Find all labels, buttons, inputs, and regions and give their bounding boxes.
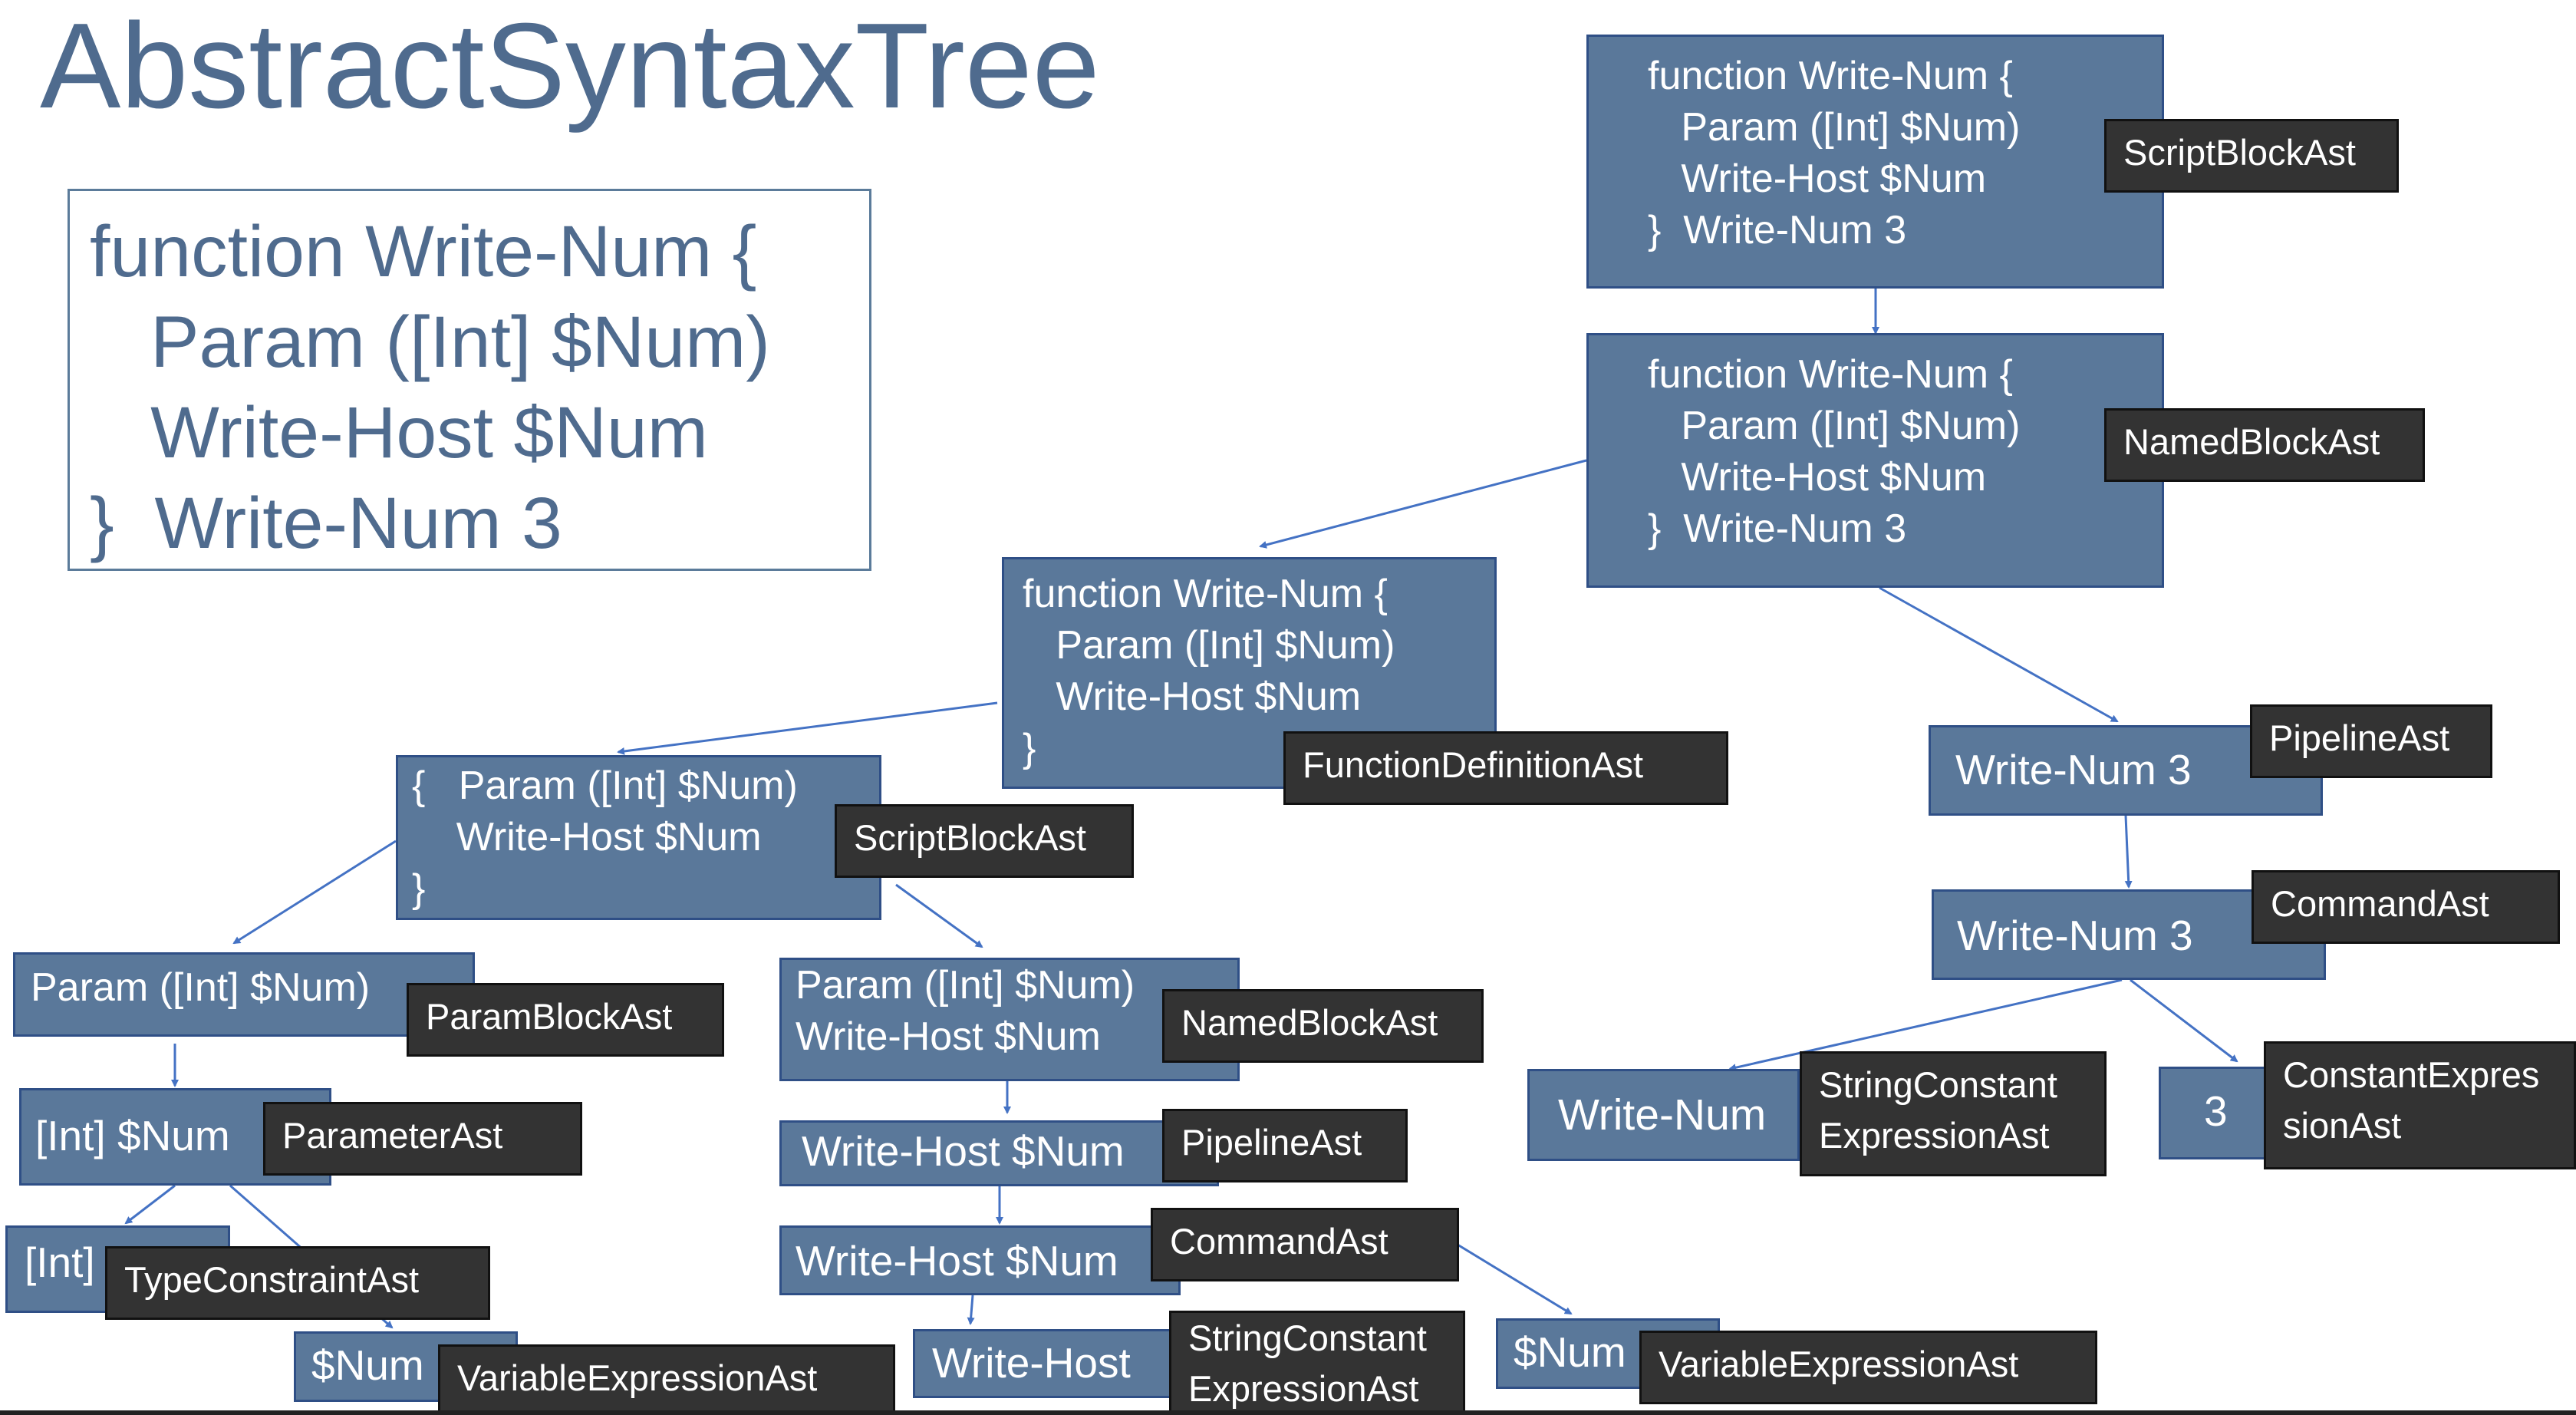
node-text: Write-Host [932, 1339, 1131, 1387]
node-scriptblock-inner[interactable]: { Param ([Int] $Num) Write-Host $Num } [396, 755, 881, 920]
edge-scriptblock-namedblock [895, 883, 983, 948]
node-stringconst-inner[interactable]: Write-Host [913, 1329, 1174, 1398]
bottom-rule [0, 1410, 2576, 1415]
node-command-inner[interactable]: Write-Host $Num [779, 1225, 1181, 1295]
edge-command-stringconst-inner [967, 1295, 975, 1325]
edge-command-constant [2130, 978, 2238, 1063]
page-title: AbstractSyntaxTree [40, 0, 1100, 134]
source-code: function Write-Num { Param ([Int] $Num) … [90, 211, 770, 564]
label-pipelineast-inner: PipelineAst [1162, 1109, 1408, 1182]
node-text: Write-Host $Num [796, 1237, 1118, 1285]
node-text: function Write-Num { Param ([Int] $Num) … [1023, 572, 1395, 770]
node-root-scriptblock[interactable]: function Write-Num { Param ([Int] $Num) … [1586, 35, 2164, 289]
label-variableexpressionast-inner: VariableExpressionAst [1639, 1331, 2097, 1404]
node-text: $Num [1514, 1328, 1626, 1376]
node-pipeline-inner[interactable]: Write-Host $Num [779, 1120, 1219, 1186]
label-typeconstraintast: TypeConstraintAst [105, 1246, 490, 1320]
node-text: Write-Host $Num [802, 1127, 1125, 1175]
node-param-block[interactable]: Param ([Int] $Num) [13, 952, 475, 1037]
label-scriptblockast-root: ScriptBlockAst [2104, 119, 2399, 193]
label-functiondefinitionast: FunctionDefinitionAst [1283, 731, 1728, 805]
node-text: Write-Num 3 [1955, 746, 2192, 793]
node-text: Param ([Int] $Num) Write-Host $Num [796, 963, 1135, 1059]
node-named-block[interactable]: function Write-Num { Param ([Int] $Num) … [1586, 333, 2164, 588]
label-scriptblockast-inner: ScriptBlockAst [835, 804, 1134, 878]
node-text: [Int] [25, 1239, 95, 1286]
node-text: [Int] $Num [35, 1112, 230, 1159]
label-stringconstant-right: StringConstant ExpressionAst [1800, 1051, 2107, 1176]
source-code-box: function Write-Num { Param ([Int] $Num) … [68, 189, 871, 571]
edge-command-stringconst [1728, 978, 2123, 1072]
node-text: function Write-Num { Param ([Int] $Num) … [1648, 54, 2021, 252]
node-stringconst-right[interactable]: Write-Num [1527, 1069, 1800, 1161]
label-namedblockast-inner: NamedBlockAst [1162, 989, 1484, 1063]
label-namedblockast: NamedBlockAst [2104, 408, 2425, 482]
label-constantexpressionast: ConstantExpres sionAst [2264, 1041, 2576, 1169]
edge-command-variable-inner [1457, 1243, 1573, 1315]
label-paramblockast: ParamBlockAst [407, 983, 724, 1057]
node-named-block-inner[interactable]: Param ([Int] $Num) Write-Host $Num [779, 958, 1240, 1081]
label-stringconstant-inner: StringConstant ExpressionAst [1169, 1311, 1465, 1415]
node-constant-expression[interactable]: 3 [2159, 1067, 2272, 1159]
edge-namedblock-pipeline [1879, 586, 2119, 723]
node-text: 3 [2204, 1087, 2228, 1135]
label-pipelineast-right: PipelineAst [2250, 704, 2492, 778]
edge-pipeline-command [2124, 815, 2133, 889]
node-text: Write-Num [1558, 1090, 1767, 1140]
node-text: Param ([Int] $Num) [31, 965, 371, 1010]
label-commandast-inner: CommandAst [1151, 1208, 1459, 1281]
edge-parameter-type [124, 1184, 176, 1225]
label-commandast-right: CommandAst [2252, 870, 2560, 944]
edge-function-scriptblock [617, 701, 998, 755]
node-text: Write-Num 3 [1957, 912, 2193, 959]
edge-namedblock-function [1259, 459, 1587, 549]
label-variableexpressionast-left: VariableExpressionAst [438, 1344, 895, 1415]
node-text: function Write-Num { Param ([Int] $Num) … [1648, 352, 2021, 551]
edge-scriptblock-paramblock [232, 839, 397, 945]
node-text: { Param ([Int] $Num) Write-Host $Num } [412, 764, 798, 911]
node-text: $Num [311, 1341, 424, 1389]
label-parameterast: ParameterAst [263, 1102, 582, 1176]
